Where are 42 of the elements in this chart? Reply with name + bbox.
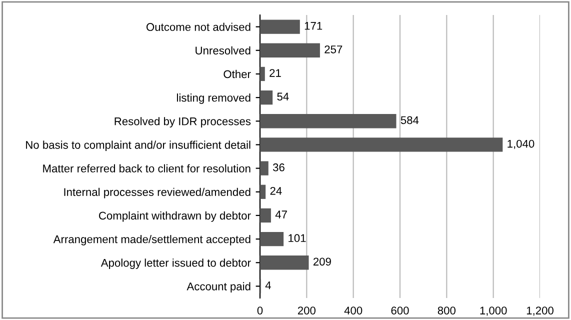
bar <box>260 20 300 34</box>
bar <box>260 66 265 82</box>
y-tick-label: listing removed <box>177 94 250 104</box>
bar <box>260 138 503 152</box>
bar <box>260 256 309 270</box>
y-tick-label: Arrangement made/settlement accepted <box>53 235 250 246</box>
y-tick-label: Complaint withdrawn by debtor <box>99 211 251 222</box>
x-tick-label: 200 <box>298 306 316 314</box>
y-tick-label: Resolved by IDR processes <box>114 117 251 128</box>
data-label: 36 <box>272 163 284 172</box>
bar <box>260 90 273 105</box>
bar <box>260 208 271 223</box>
data-label: 584 <box>400 116 419 124</box>
y-tick-label: No basis to complaint and/or insufficient detail <box>26 140 250 152</box>
x-tick-label: 600 <box>391 306 409 314</box>
data-label: 257 <box>324 45 342 54</box>
bar <box>260 232 284 246</box>
y-tick-label: Matter referred back to client for resolution <box>43 164 250 172</box>
data-label: 209 <box>313 258 331 266</box>
y-tick-label: Outcome not advised <box>146 22 250 31</box>
bar <box>260 43 320 58</box>
y-tick-label: Internal processes reviewed/amended <box>64 188 250 198</box>
data-label: 4 <box>265 281 271 290</box>
data-label: 54 <box>277 92 289 101</box>
data-label: 101 <box>288 234 306 242</box>
bar <box>260 161 268 176</box>
x-tick-label: 400 <box>344 306 362 314</box>
data-label: 21 <box>270 69 281 77</box>
x-tick-label: 0 <box>257 306 263 314</box>
bar <box>260 184 266 199</box>
data-label: 1,040 <box>508 140 534 150</box>
x-tick-label: 800 <box>438 306 456 314</box>
x-tick-label: 1,000 <box>480 306 507 316</box>
y-tick-label: Account paid <box>186 282 250 293</box>
data-label: 47 <box>275 210 287 218</box>
x-tick-label: 1,200 <box>526 306 554 316</box>
y-tick-label: Apology letter issued to debtor <box>100 258 251 269</box>
y-tick-label: Unresolved <box>196 46 250 55</box>
y-tick-label: Other <box>224 70 251 78</box>
bar <box>260 114 396 128</box>
data-label: 24 <box>270 186 282 195</box>
data-label: 171 <box>304 22 322 30</box>
